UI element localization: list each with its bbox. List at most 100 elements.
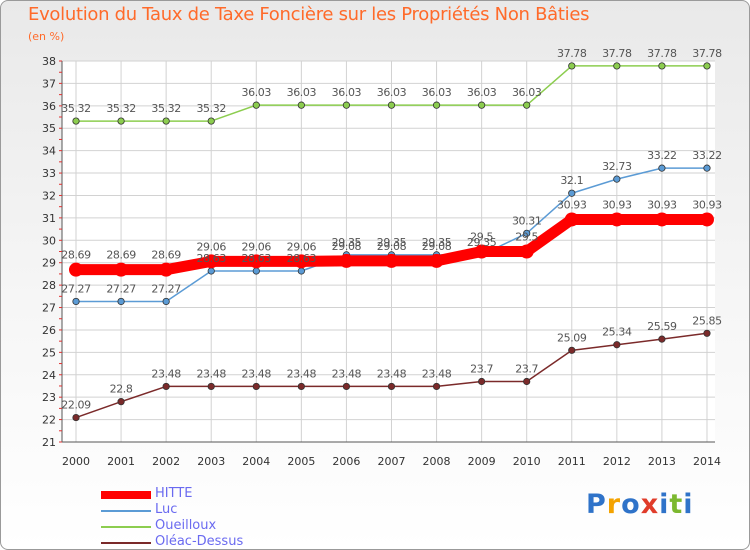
data-label-hitte: 29.06 <box>242 240 272 253</box>
data-point-hitte <box>204 254 219 269</box>
data-label-hitte: 29.5 <box>515 231 538 244</box>
chart-title: Evolution du Taux de Taxe Foncière sur l… <box>28 4 590 25</box>
data-label-hitte: 30.93 <box>602 198 632 211</box>
logo-letter: i <box>683 489 694 520</box>
data-label-ol-ac-dessus: 23.7 <box>470 362 493 375</box>
data-point-oueilloux <box>658 62 666 70</box>
data-label-ol-ac-dessus: 23.48 <box>287 367 317 380</box>
y-tick-label: 37 <box>42 77 56 90</box>
data-label-hitte: 29.08 <box>332 240 362 253</box>
data-point-oueilloux <box>568 62 576 70</box>
data-label-luc: 29.35 <box>422 236 452 249</box>
data-point-oueilloux <box>342 101 351 109</box>
data-point-oueilloux <box>162 117 170 125</box>
data-point-hitte <box>519 244 534 259</box>
x-tick-label: 2008 <box>423 455 451 468</box>
data-point-hitte <box>564 212 579 227</box>
y-tick-label: 25 <box>42 346 56 359</box>
data-point-oueilloux <box>432 101 441 109</box>
data-label-hitte: 30.93 <box>692 198 722 211</box>
legend-swatch-oueilloux <box>101 526 151 528</box>
data-point-oueilloux <box>252 101 260 109</box>
data-label-luc: 29.35 <box>467 236 497 249</box>
x-tick-label: 2007 <box>377 455 405 468</box>
data-label-hitte: 29.08 <box>377 240 407 253</box>
data-label-oueilloux: 36.03 <box>377 86 407 99</box>
data-label-ol-ac-dessus: 23.48 <box>242 367 272 380</box>
y-tick-label: 34 <box>42 145 56 158</box>
x-tick-label: 2011 <box>558 455 586 468</box>
data-point-oueilloux <box>207 117 215 125</box>
data-point-ol-ac-dessus <box>72 413 80 422</box>
data-label-oueilloux: 36.03 <box>332 86 362 99</box>
data-point-ol-ac-dessus <box>703 329 711 337</box>
data-label-oueilloux: 36.03 <box>467 86 497 99</box>
data-point-ol-ac-dessus <box>387 382 396 391</box>
y-axis-unit: (en %) <box>28 30 65 43</box>
data-point-hitte <box>249 254 264 269</box>
y-tick-label: 35 <box>42 122 56 135</box>
x-tick-label: 2003 <box>197 455 225 468</box>
data-label-hitte: 29.06 <box>287 240 317 253</box>
data-label-ol-ac-dessus: 23.7 <box>515 362 538 375</box>
data-label-oueilloux: 37.78 <box>692 47 722 60</box>
data-label-luc: 32.1 <box>560 174 583 187</box>
data-point-luc <box>568 189 576 197</box>
data-label-luc: 29.35 <box>377 236 407 249</box>
data-point-luc <box>658 164 666 172</box>
y-tick-label: 30 <box>42 234 56 247</box>
legend-label-hitte: HITTE <box>155 486 193 501</box>
data-label-ol-ac-dessus: 23.48 <box>332 367 362 380</box>
data-label-luc: 28.63 <box>242 252 272 265</box>
data-label-hitte: 29.06 <box>196 240 226 253</box>
data-point-ol-ac-dessus <box>523 377 531 386</box>
data-label-oueilloux: 36.03 <box>287 86 317 99</box>
data-point-ol-ac-dessus <box>568 346 576 354</box>
data-label-luc: 27.27 <box>106 282 136 295</box>
data-point-oueilloux <box>613 62 621 70</box>
x-tick-label: 2002 <box>152 455 180 468</box>
data-label-hitte: 28.69 <box>106 249 136 262</box>
data-point-hitte <box>114 262 129 277</box>
data-point-ol-ac-dessus <box>342 382 351 391</box>
data-label-ol-ac-dessus: 25.59 <box>647 320 677 333</box>
data-point-ol-ac-dessus <box>252 382 260 391</box>
data-point-oueilloux <box>117 117 125 125</box>
data-label-ol-ac-dessus: 25.85 <box>692 314 722 327</box>
y-tick-label: 26 <box>42 324 56 337</box>
plot-area <box>62 61 715 442</box>
x-tick-label: 2009 <box>468 455 496 468</box>
proxiti-logo: Proxiti <box>586 489 694 520</box>
data-point-ol-ac-dessus <box>658 335 666 343</box>
legend-label-ol-ac-dessus: Oléac-Dessus <box>155 534 244 549</box>
y-tick-label: 38 <box>42 55 56 68</box>
logo-letter: t <box>669 489 684 520</box>
y-tick-label: 31 <box>42 212 56 225</box>
data-label-luc: 33.22 <box>647 149 677 162</box>
data-point-hitte <box>654 212 669 227</box>
x-tick-label: 2004 <box>242 455 270 468</box>
data-point-oueilloux <box>478 101 486 109</box>
data-point-luc <box>252 267 260 275</box>
data-point-ol-ac-dessus <box>117 398 125 406</box>
data-label-oueilloux: 35.32 <box>61 102 91 115</box>
data-point-luc <box>297 267 305 275</box>
data-point-luc <box>523 229 531 237</box>
y-tick-label: 24 <box>42 369 56 382</box>
legend-swatch-hitte <box>101 491 151 499</box>
logo-letter: x <box>640 489 660 520</box>
data-label-luc: 32.73 <box>602 160 632 173</box>
data-point-hitte <box>429 253 444 268</box>
y-tick-label: 23 <box>42 391 56 404</box>
data-point-oueilloux <box>523 101 531 109</box>
data-label-ol-ac-dessus: 23.48 <box>377 367 407 380</box>
legend-label-oueilloux: Oueilloux <box>155 518 217 533</box>
data-label-oueilloux: 37.78 <box>557 47 587 60</box>
data-point-luc <box>613 175 621 183</box>
x-tick-label: 2001 <box>107 455 135 468</box>
data-label-ol-ac-dessus: 25.09 <box>557 331 587 344</box>
y-tick-label: 22 <box>42 414 56 427</box>
y-tick-label: 36 <box>42 100 56 113</box>
data-label-oueilloux: 36.03 <box>242 86 272 99</box>
y-tick-label: 28 <box>42 279 56 292</box>
